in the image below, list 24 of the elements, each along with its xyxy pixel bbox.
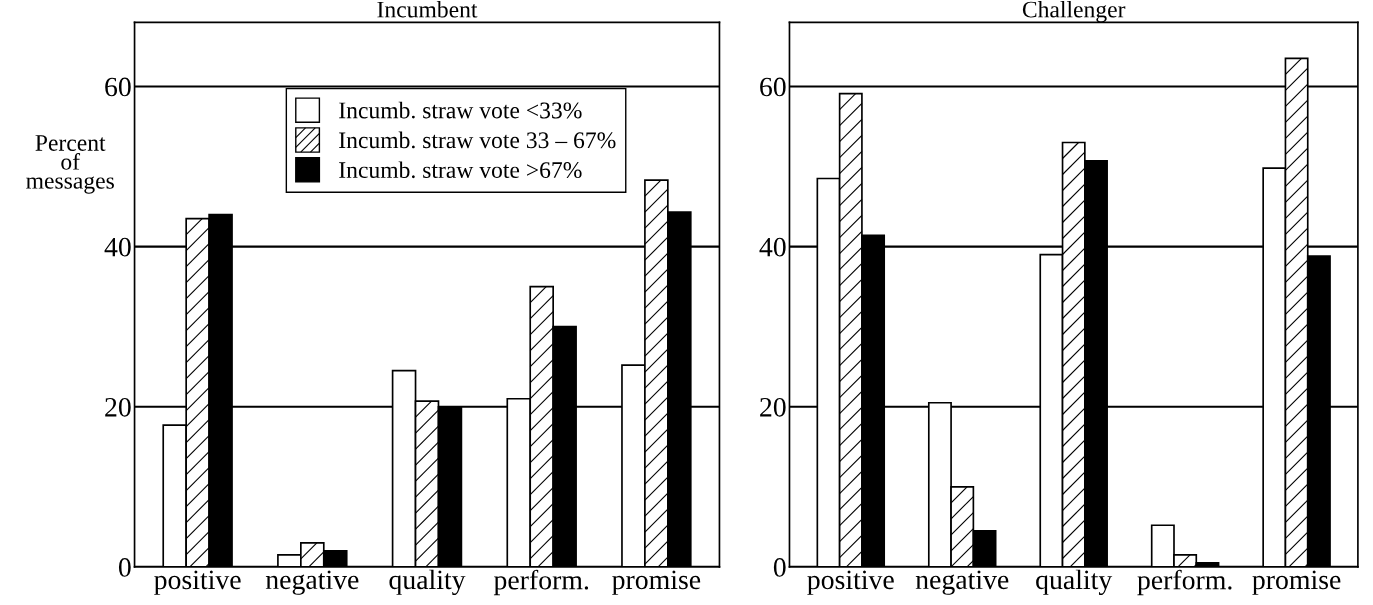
x-tick-label: negative [915, 570, 1009, 595]
x-tick-label: quality [1036, 569, 1113, 595]
x-tick-label: perform. [493, 569, 589, 596]
y-tick-label: 20 [760, 397, 786, 417]
y-tick-label: 60 [105, 77, 131, 97]
legend-label: Incumb. straw vote >67% [339, 161, 582, 179]
x-tick-label: perform. [1137, 569, 1232, 596]
y-tick-label: 40 [104, 237, 131, 257]
x-tick-label: positive [154, 570, 241, 595]
x-tick-label: promise [612, 570, 701, 595]
y-tick-label: 0 [118, 558, 131, 577]
y-tick-label: 40 [759, 237, 786, 257]
x-tick-label: promise [1252, 570, 1341, 595]
chart-title: Incumbent [377, 0, 478, 18]
legend-label: Incumb. straw vote <33% [339, 101, 582, 119]
x-tick-label: positive [807, 570, 894, 595]
y-tick-label: 20 [105, 397, 131, 417]
y-tick-label: 0 [773, 558, 786, 577]
x-tick-label: negative [265, 570, 359, 595]
y-tick-label: 60 [760, 77, 786, 97]
y-axis-title: Percent of messages [26, 135, 114, 194]
chart-title: Challenger [1022, 0, 1126, 23]
legend-label: Incumb. straw vote 33 – 67% [339, 131, 616, 149]
x-tick-label: quality [389, 569, 466, 595]
